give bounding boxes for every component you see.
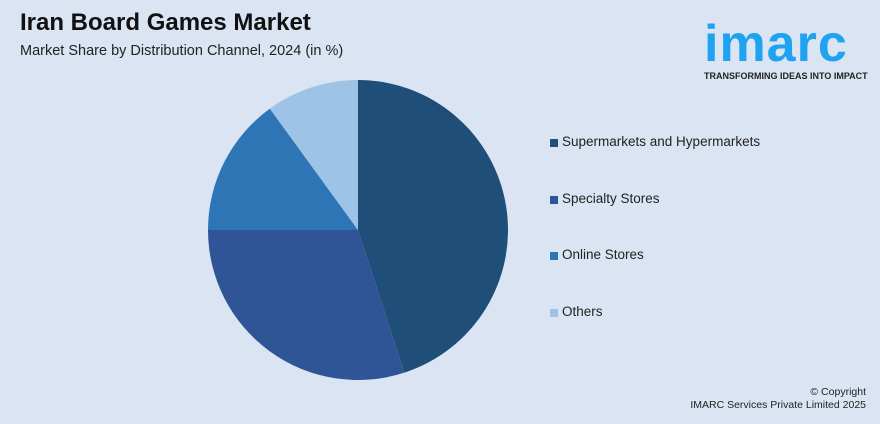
chart-title: Iran Board Games Market (20, 9, 311, 36)
legend-item: Online Stores (550, 247, 760, 304)
legend-item: Others (550, 304, 760, 361)
legend-item: Supermarkets and Hypermarkets (550, 134, 760, 191)
logo-word: imarc (704, 15, 848, 73)
legend-label: Others (562, 303, 603, 319)
legend-label: Online Stores (562, 247, 644, 262)
pie-slice-others (269, 80, 358, 230)
chart-subtitle: Market Share by Distribution Channel, 20… (20, 43, 344, 59)
legend-swatch (550, 308, 558, 317)
imarc-logo: imarc TRANSFORMING IDEAS INTO IMPACT (700, 8, 875, 83)
legend-item: Specialty Stores (550, 191, 760, 248)
pie-slice-supermarkets-and-hypermarkets (358, 79, 509, 373)
legend-swatch (550, 139, 558, 147)
logo-tagline: TRANSFORMING IDEAS INTO IMPACT (704, 71, 868, 81)
legend-label: Supermarkets and Hypermarkets (562, 134, 761, 149)
legend-swatch (550, 195, 558, 204)
legend-label: Specialty Stores (562, 190, 660, 206)
legend: Supermarkets and Hypermarkets Specialty … (550, 134, 760, 360)
copyright-line: © Copyright (810, 386, 866, 398)
copyright: © Copyright IMARC Services Private Limit… (690, 386, 866, 412)
pie-slice-specialty-stores (208, 230, 405, 381)
legend-swatch (550, 252, 558, 260)
pie-slice-online-stores (208, 108, 358, 230)
copyright-owner: IMARC Services Private Limited 2025 (690, 399, 866, 411)
